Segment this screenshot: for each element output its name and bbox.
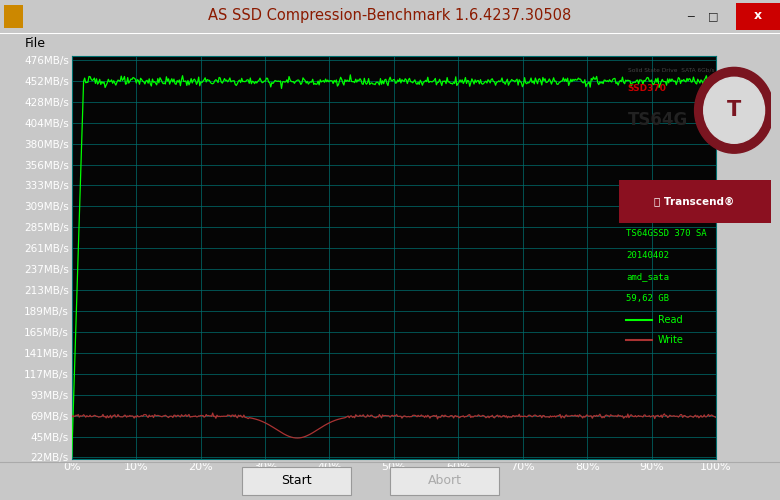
- Text: AS SSD Compression-Benchmark 1.6.4237.30508: AS SSD Compression-Benchmark 1.6.4237.30…: [208, 8, 572, 24]
- Text: Abort: Abort: [427, 474, 462, 487]
- Text: 20140402: 20140402: [626, 250, 669, 260]
- Text: ─: ─: [687, 11, 693, 21]
- Circle shape: [704, 78, 764, 144]
- Bar: [619, 180, 771, 222]
- Text: amd_sata: amd_sata: [626, 272, 669, 281]
- FancyBboxPatch shape: [242, 467, 351, 495]
- Text: Write: Write: [658, 334, 684, 344]
- Bar: [736, 4, 780, 30]
- Text: x: x: [754, 10, 762, 22]
- Bar: [4, 5, 23, 28]
- FancyBboxPatch shape: [390, 467, 499, 495]
- Text: TS64GSSD 370 SA: TS64GSSD 370 SA: [626, 228, 707, 237]
- Text: Solid State Drive  SATA 6Gb/s: Solid State Drive SATA 6Gb/s: [628, 68, 714, 72]
- Circle shape: [695, 68, 774, 153]
- Text: Start: Start: [281, 474, 312, 487]
- Text: □: □: [708, 11, 719, 21]
- Text: Read: Read: [658, 316, 682, 325]
- Text: SSD370: SSD370: [628, 84, 667, 93]
- Text: File: File: [25, 37, 46, 50]
- Text: TS64G: TS64G: [628, 111, 688, 129]
- Text: Ⓣ Transcend®: Ⓣ Transcend®: [654, 196, 735, 206]
- Text: 59,62 GB: 59,62 GB: [626, 294, 669, 304]
- Text: T: T: [727, 100, 741, 120]
